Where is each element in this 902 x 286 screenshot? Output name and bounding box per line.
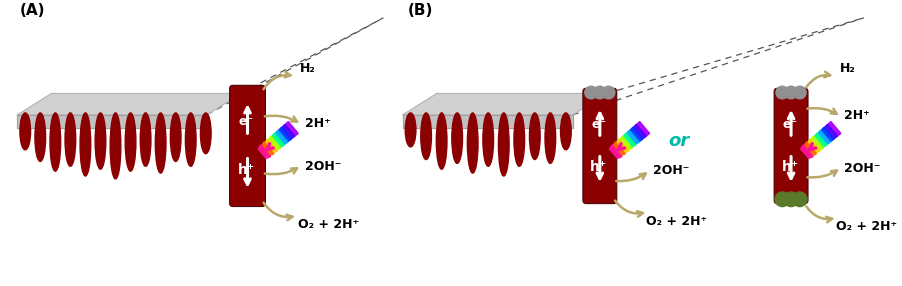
Circle shape xyxy=(775,86,787,99)
Polygon shape xyxy=(826,122,840,136)
Ellipse shape xyxy=(405,113,416,147)
Ellipse shape xyxy=(65,113,76,166)
Polygon shape xyxy=(285,122,298,136)
Ellipse shape xyxy=(140,113,151,166)
Polygon shape xyxy=(402,94,606,115)
Text: e⁻: e⁻ xyxy=(782,118,796,131)
Polygon shape xyxy=(612,142,625,156)
Text: O₂ + 2H⁺: O₂ + 2H⁺ xyxy=(298,219,359,231)
Text: (A): (A) xyxy=(19,3,45,18)
Text: h⁺: h⁺ xyxy=(590,160,607,174)
Polygon shape xyxy=(626,130,639,144)
Ellipse shape xyxy=(483,113,493,166)
Text: 2H⁺: 2H⁺ xyxy=(305,116,330,130)
Circle shape xyxy=(783,192,797,206)
Text: h⁺: h⁺ xyxy=(780,160,797,174)
Text: 2OH⁻: 2OH⁻ xyxy=(843,162,879,175)
Ellipse shape xyxy=(560,113,571,150)
Ellipse shape xyxy=(50,113,60,171)
Polygon shape xyxy=(272,133,284,147)
Ellipse shape xyxy=(185,113,196,166)
Ellipse shape xyxy=(80,113,91,176)
Polygon shape xyxy=(632,124,646,139)
Polygon shape xyxy=(278,127,291,142)
Polygon shape xyxy=(262,142,273,156)
Polygon shape xyxy=(258,145,271,158)
Circle shape xyxy=(792,192,806,206)
Polygon shape xyxy=(281,124,294,139)
Text: H₂: H₂ xyxy=(839,62,854,75)
Polygon shape xyxy=(274,130,288,144)
Text: (B): (B) xyxy=(407,3,433,18)
Circle shape xyxy=(774,192,788,206)
Polygon shape xyxy=(803,142,815,156)
Text: e⁻: e⁻ xyxy=(591,118,606,131)
Ellipse shape xyxy=(545,113,555,163)
Ellipse shape xyxy=(20,113,31,150)
Polygon shape xyxy=(636,122,649,136)
Text: O₂ + 2H⁺: O₂ + 2H⁺ xyxy=(646,214,707,228)
Circle shape xyxy=(593,86,605,99)
Polygon shape xyxy=(402,115,572,128)
Text: 2OH⁻: 2OH⁻ xyxy=(305,160,341,173)
Polygon shape xyxy=(17,115,207,128)
Polygon shape xyxy=(268,136,281,150)
Text: O₂ + 2H⁺: O₂ + 2H⁺ xyxy=(834,221,896,233)
Ellipse shape xyxy=(467,113,477,173)
Text: or: or xyxy=(668,132,689,150)
Polygon shape xyxy=(810,136,823,150)
FancyBboxPatch shape xyxy=(773,88,807,204)
FancyBboxPatch shape xyxy=(229,85,265,206)
Polygon shape xyxy=(629,127,642,142)
Text: e⁻: e⁻ xyxy=(239,115,253,128)
Circle shape xyxy=(793,86,805,99)
Polygon shape xyxy=(619,136,631,150)
Polygon shape xyxy=(816,130,830,144)
Polygon shape xyxy=(615,139,628,153)
Circle shape xyxy=(584,86,597,99)
Polygon shape xyxy=(622,133,635,147)
Polygon shape xyxy=(824,124,836,139)
Polygon shape xyxy=(264,139,277,153)
Text: 2OH⁻: 2OH⁻ xyxy=(652,164,689,177)
Polygon shape xyxy=(814,133,826,147)
Ellipse shape xyxy=(95,113,106,169)
Ellipse shape xyxy=(110,113,121,179)
Circle shape xyxy=(602,86,614,99)
Ellipse shape xyxy=(200,113,211,154)
Polygon shape xyxy=(806,139,819,153)
Ellipse shape xyxy=(125,113,135,171)
FancyBboxPatch shape xyxy=(582,88,616,204)
Ellipse shape xyxy=(170,113,180,162)
Polygon shape xyxy=(17,94,241,115)
Ellipse shape xyxy=(436,113,446,169)
Polygon shape xyxy=(800,145,812,158)
Text: H₂: H₂ xyxy=(299,62,316,75)
Polygon shape xyxy=(609,145,621,158)
Text: h⁺: h⁺ xyxy=(238,163,255,177)
Ellipse shape xyxy=(35,113,46,162)
Ellipse shape xyxy=(513,113,524,166)
Ellipse shape xyxy=(451,113,462,163)
Text: 2H⁺: 2H⁺ xyxy=(843,109,870,122)
Polygon shape xyxy=(820,127,833,142)
Circle shape xyxy=(784,86,796,99)
Ellipse shape xyxy=(529,113,539,160)
Ellipse shape xyxy=(155,113,166,173)
Ellipse shape xyxy=(420,113,431,160)
Ellipse shape xyxy=(498,113,509,176)
